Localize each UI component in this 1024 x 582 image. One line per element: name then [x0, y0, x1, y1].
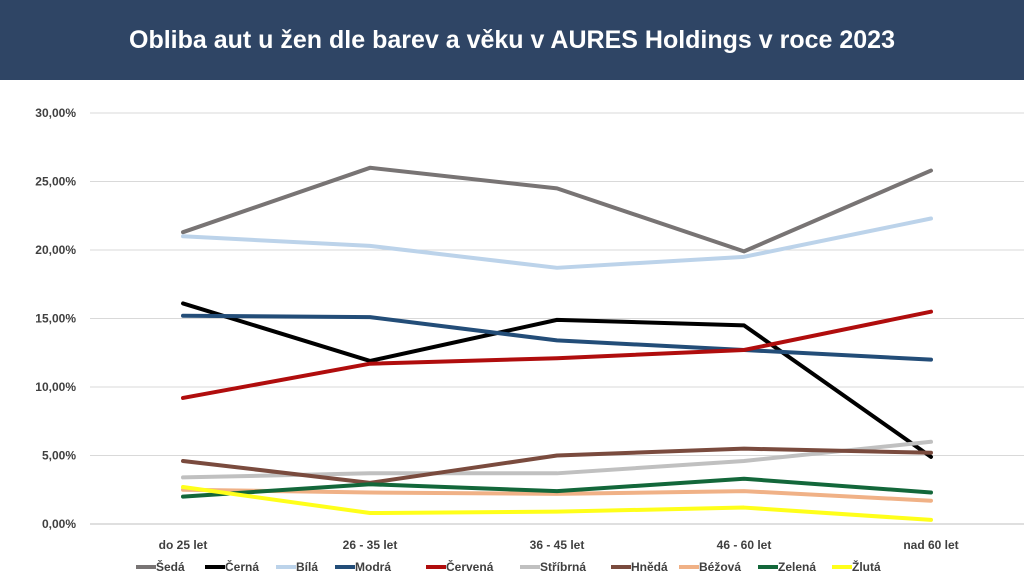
legend-label: Zelená: [778, 560, 816, 574]
x-tick-label: 46 - 60 let: [717, 538, 772, 552]
y-tick-label: 5,00%: [42, 449, 76, 463]
x-tick-label: 26 - 35 let: [343, 538, 398, 552]
legend-label: Červená: [446, 559, 494, 574]
y-axis: 0,00% 5,00% 10,00% 15,00% 20,00% 25,00% 30,00%: [35, 106, 76, 531]
y-tick-label: 20,00%: [35, 243, 76, 257]
series-line: [181, 216, 933, 270]
x-tick-label: do 25 let: [159, 538, 208, 552]
series-line: [181, 439, 933, 480]
y-tick-label: 30,00%: [35, 106, 76, 120]
series-line: [181, 485, 933, 522]
series-lines: [181, 165, 933, 522]
legend-label: Hnědá: [631, 560, 668, 574]
series-line: [181, 313, 933, 362]
legend-label: Šedá: [156, 559, 185, 574]
y-tick-label: 10,00%: [35, 380, 76, 394]
series-line: [181, 165, 933, 254]
chart-title-bar: Obliba aut u žen dle barev a věku v AURE…: [0, 0, 1024, 80]
x-tick-label: nad 60 let: [903, 538, 958, 552]
legend-label: Černá: [225, 559, 259, 574]
series-line: [181, 476, 933, 499]
series-line: [181, 487, 933, 503]
legend: Šedá Černá Bílá Modrá Červená Stříbrná Hnědá Bé…: [136, 559, 881, 574]
x-tick-label: 36 - 45 let: [530, 538, 585, 552]
x-axis: do 25 let 26 - 35 let 36 - 45 let 46 - 60 l…: [159, 538, 959, 552]
legend-label: Stříbrná: [540, 560, 586, 574]
legend-label: Bílá: [296, 560, 318, 574]
chart-title: Obliba aut u žen dle barev a věku v AURE…: [129, 25, 895, 54]
y-tick-label: 25,00%: [35, 175, 76, 189]
legend-label: Béžová: [699, 560, 741, 574]
line-chart: 0,00% 5,00% 10,00% 15,00% 20,00% 25,00% 30,00%…: [35, 106, 1024, 574]
legend-label: Žlutá: [852, 559, 881, 574]
y-tick-label: 15,00%: [35, 312, 76, 326]
series-line: [181, 309, 933, 400]
series-line: [181, 301, 933, 459]
y-tick-label: 0,00%: [42, 517, 76, 531]
series-line: [181, 446, 933, 485]
legend-label: Modrá: [355, 560, 391, 574]
